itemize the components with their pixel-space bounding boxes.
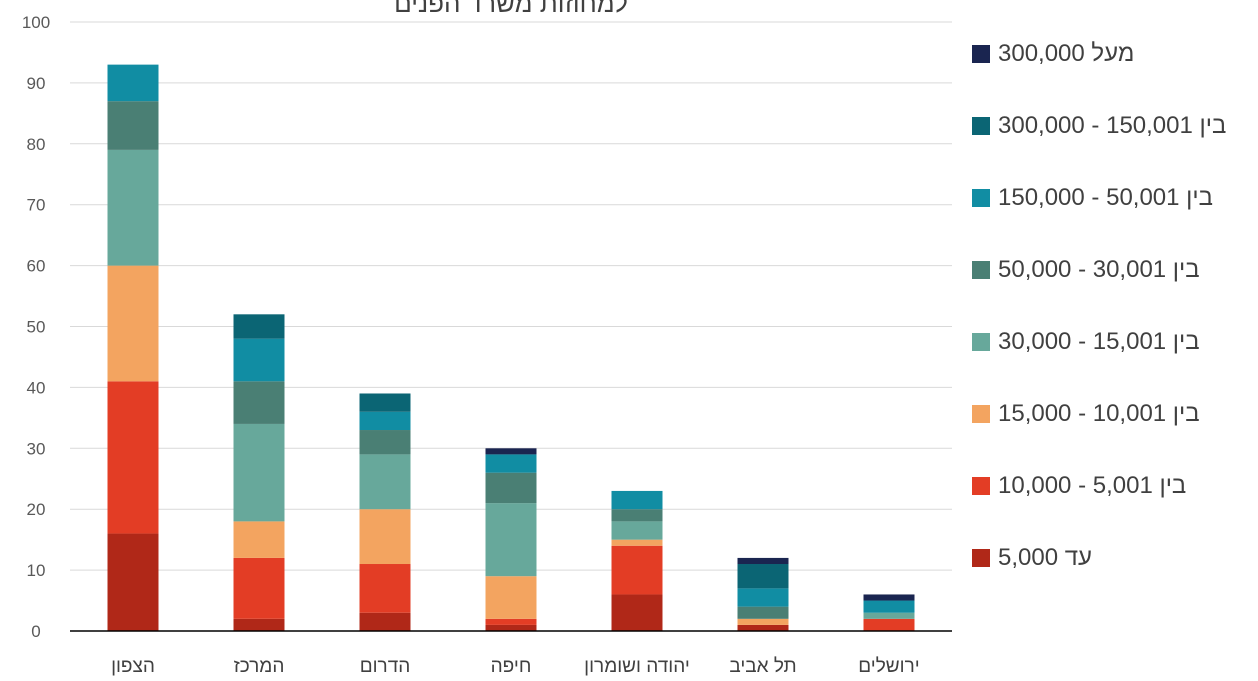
bar-segment — [611, 521, 663, 540]
x-tick-label: תל אביב — [729, 656, 796, 677]
legend-item: מעל 300,000 — [972, 40, 1134, 68]
y-tick-label: 80 — [27, 135, 46, 154]
bar-segment — [359, 564, 411, 613]
x-tick-label: חיפה — [491, 656, 532, 677]
bar-segment — [233, 423, 285, 522]
bar-segment — [359, 393, 411, 412]
legend-item: בין 30,001 - 50,000 — [972, 256, 1200, 284]
x-tick-label: המרכז — [234, 656, 285, 677]
bar-segment — [485, 618, 537, 625]
y-tick-label: 100 — [22, 13, 50, 32]
legend-label: בין 150,001 - 300,000 — [998, 112, 1227, 139]
y-tick-label: 70 — [27, 196, 46, 215]
x-tick-label: ירושלים — [858, 656, 919, 677]
bar-segment — [359, 509, 411, 565]
legend-swatch — [972, 261, 990, 279]
bar-segment — [863, 612, 915, 619]
legend-label: בין 15,001 - 30,000 — [998, 328, 1200, 355]
y-tick-label: 30 — [27, 439, 46, 458]
bar-segment — [107, 149, 159, 266]
bar-segment — [737, 624, 789, 631]
x-tick-label: הדרום — [360, 656, 411, 677]
bar-segment — [485, 624, 537, 631]
bar-segment — [359, 612, 411, 631]
legend-item: בין 15,001 - 30,000 — [972, 328, 1200, 356]
x-axis-ticks: הצפון המרכז הדרום חיפה יהודה ושומרון תל אביב י… — [111, 656, 920, 677]
legend-swatch — [972, 477, 990, 495]
x-tick-label: הצפון — [111, 656, 155, 677]
legend-swatch — [972, 189, 990, 207]
bar-segment — [485, 454, 537, 473]
legend-swatch — [972, 117, 990, 135]
bar-segment — [107, 381, 159, 534]
legend-item: בין 150,001 - 300,000 — [972, 112, 1226, 140]
y-tick-label: 0 — [31, 622, 40, 641]
bar-segment — [233, 381, 285, 424]
bar-segment — [359, 454, 411, 510]
chart-title: למחוזות משרד הפנים — [394, 0, 628, 18]
bars — [107, 64, 915, 631]
bar-segment — [107, 101, 159, 150]
legend-swatch — [972, 45, 990, 63]
bar-segment — [107, 64, 159, 102]
bar-segment — [233, 557, 285, 619]
bar-segment — [611, 539, 663, 546]
legend-item: בין 50,001 - 150,000 — [972, 184, 1213, 212]
y-axis-ticks: 0 10 20 30 40 50 60 70 80 90 100 — [22, 13, 50, 641]
legend-item: בין 10,001 - 15,000 — [972, 400, 1200, 428]
bar-segment — [863, 618, 915, 631]
legend-swatch — [972, 549, 990, 567]
bar-segment — [737, 557, 789, 565]
y-tick-label: 10 — [27, 561, 46, 580]
bar-segment — [611, 509, 663, 522]
bar-segment — [233, 338, 285, 382]
y-tick-label: 60 — [27, 257, 46, 276]
y-tick-label: 20 — [27, 500, 46, 519]
y-tick-label: 90 — [27, 74, 46, 93]
bar-segment — [233, 314, 285, 339]
bar-segment — [737, 564, 789, 589]
bar-segment — [485, 503, 537, 577]
bar-segment — [611, 594, 663, 631]
bar-segment — [863, 594, 915, 601]
bar-segment — [863, 600, 915, 613]
legend-label: בין 5,001 - 10,000 — [998, 472, 1187, 499]
bar-segment — [107, 533, 159, 631]
legend-label: עד 5,000 — [998, 544, 1092, 571]
bar-segment — [359, 430, 411, 455]
y-tick-label: 50 — [27, 318, 46, 337]
bar-segment — [737, 618, 789, 625]
x-tick-label: יהודה ושומרון — [584, 656, 690, 677]
legend-label: בין 10,001 - 15,000 — [998, 400, 1200, 427]
legend-label: בין 30,001 - 50,000 — [998, 256, 1200, 283]
legend-item: בין 5,001 - 10,000 — [972, 472, 1186, 500]
bar-segment — [359, 411, 411, 431]
bar-segment — [737, 606, 789, 619]
legend-label: בין 50,001 - 150,000 — [998, 184, 1213, 211]
bar-segment — [107, 265, 159, 382]
gridlines — [70, 21, 952, 571]
bar-segment — [233, 618, 285, 631]
bar-segment — [737, 588, 789, 607]
bar-segment — [485, 576, 537, 619]
bar-segment — [611, 490, 663, 510]
bar-segment — [611, 545, 663, 595]
y-tick-label: 40 — [27, 378, 46, 397]
legend-swatch — [972, 405, 990, 423]
legend-swatch — [972, 333, 990, 351]
legend-item: עד 5,000 — [972, 544, 1092, 572]
bar-segment — [485, 448, 537, 455]
bar-segment — [485, 472, 537, 504]
bar-segment — [233, 521, 285, 558]
legend-label: מעל 300,000 — [998, 40, 1135, 67]
